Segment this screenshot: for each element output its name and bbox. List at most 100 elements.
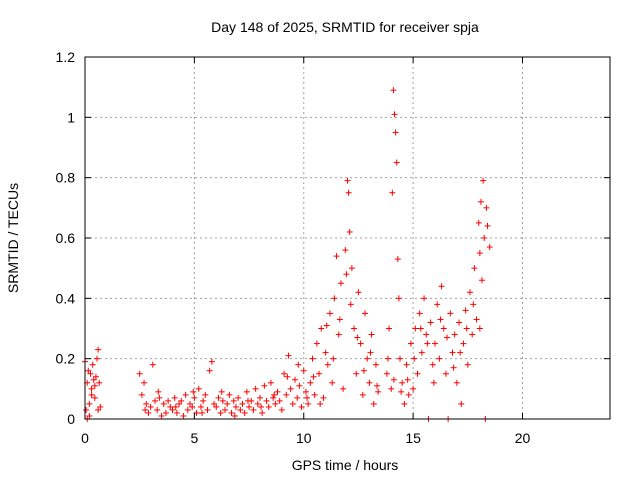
data-point — [486, 244, 493, 251]
data-point — [265, 403, 272, 410]
data-point — [176, 400, 183, 407]
data-point — [309, 355, 316, 362]
data-point — [206, 367, 213, 374]
data-point — [390, 87, 397, 94]
data-point — [285, 352, 292, 359]
data-point — [272, 400, 279, 407]
data-point — [318, 325, 325, 332]
data-point — [337, 280, 344, 287]
chart-title: Day 148 of 2025, SRMTID for receiver spj… — [211, 19, 479, 35]
data-point — [440, 325, 447, 332]
data-point — [429, 361, 436, 368]
data-point — [475, 219, 482, 226]
data-point — [423, 331, 430, 338]
data-point — [173, 409, 180, 416]
data-point — [281, 370, 288, 377]
data-point — [136, 370, 143, 377]
y-axis-label: SRMTID / TECUs — [5, 183, 21, 293]
data-point — [418, 349, 425, 356]
data-point — [476, 250, 483, 257]
data-point — [261, 382, 268, 389]
data-point — [323, 322, 330, 329]
data-point — [199, 409, 206, 416]
data-point — [97, 403, 104, 410]
data-point — [347, 301, 354, 308]
data-point — [345, 189, 352, 196]
data-point — [304, 394, 311, 401]
data-point — [96, 379, 103, 386]
data-point — [156, 394, 163, 401]
data-point — [317, 400, 324, 407]
data-point — [257, 394, 263, 401]
data-point — [462, 307, 469, 314]
data-point — [167, 403, 174, 410]
data-point — [364, 355, 371, 362]
data-point — [348, 265, 355, 272]
axis-ticks — [84, 56, 610, 420]
data-point — [477, 198, 484, 205]
data-point — [215, 394, 222, 401]
data-point — [222, 406, 228, 413]
data-point — [88, 391, 95, 398]
y-tick-label: 0.6 — [56, 230, 76, 246]
data-point — [324, 361, 331, 368]
data-point — [346, 228, 353, 235]
data-point — [154, 406, 161, 413]
y-tick-label: 1.2 — [56, 49, 76, 65]
data-point — [370, 400, 377, 407]
data-point — [450, 364, 457, 371]
data-point — [296, 382, 303, 389]
data-point — [437, 316, 444, 323]
x-tick-label: 20 — [515, 430, 531, 446]
data-point — [141, 379, 148, 386]
data-point — [142, 406, 149, 413]
data-point — [226, 391, 233, 398]
data-point — [310, 373, 317, 380]
data-point — [283, 391, 290, 398]
data-point — [322, 349, 329, 356]
data-point — [278, 406, 285, 413]
data-point — [383, 370, 390, 377]
data-point — [258, 403, 265, 410]
data-point — [200, 397, 207, 404]
data-point — [372, 361, 379, 368]
data-point — [405, 391, 412, 398]
data-point — [193, 409, 200, 416]
data-point — [155, 388, 162, 395]
data-point — [230, 397, 237, 404]
data-point — [237, 406, 244, 413]
data-point — [430, 379, 437, 386]
data-point — [271, 391, 278, 398]
x-tick-label: 5 — [190, 430, 198, 446]
data-point — [444, 334, 451, 341]
data-point — [375, 388, 382, 395]
data-point — [407, 340, 414, 347]
data-point — [311, 391, 318, 398]
data-point — [91, 394, 98, 401]
data-point — [252, 385, 259, 392]
data-point — [330, 355, 337, 362]
data-point — [235, 394, 242, 401]
data-point — [95, 346, 102, 353]
data-point — [178, 397, 185, 404]
data-point — [149, 361, 156, 368]
data-point — [469, 331, 476, 338]
data-point — [410, 385, 417, 392]
data-point — [464, 361, 471, 368]
data-point — [147, 403, 154, 410]
data-point — [217, 409, 224, 416]
data-point — [158, 412, 165, 419]
data-point — [458, 400, 465, 407]
data-point — [138, 391, 145, 398]
data-point — [331, 295, 338, 302]
data-point — [403, 361, 410, 368]
data-point — [442, 370, 449, 377]
data-point — [424, 340, 431, 347]
data-point — [232, 403, 239, 410]
data-point — [362, 310, 368, 317]
data-point — [391, 111, 398, 118]
data-point — [91, 382, 98, 389]
data-point — [89, 361, 96, 368]
data-point — [211, 400, 218, 407]
